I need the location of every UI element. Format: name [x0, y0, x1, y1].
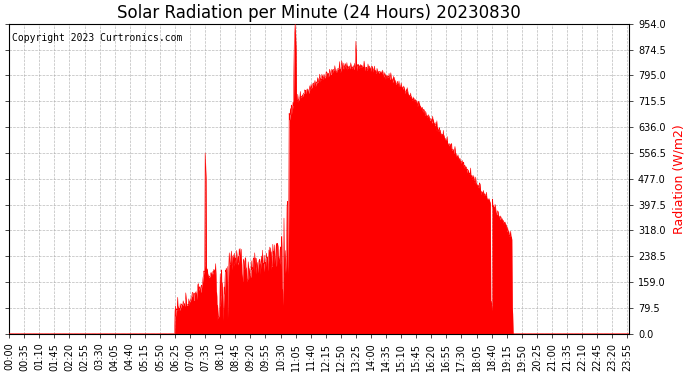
- Title: Solar Radiation per Minute (24 Hours) 20230830: Solar Radiation per Minute (24 Hours) 20…: [117, 4, 521, 22]
- Y-axis label: Radiation (W/m2): Radiation (W/m2): [673, 124, 686, 234]
- Text: Copyright 2023 Curtronics.com: Copyright 2023 Curtronics.com: [12, 33, 183, 43]
